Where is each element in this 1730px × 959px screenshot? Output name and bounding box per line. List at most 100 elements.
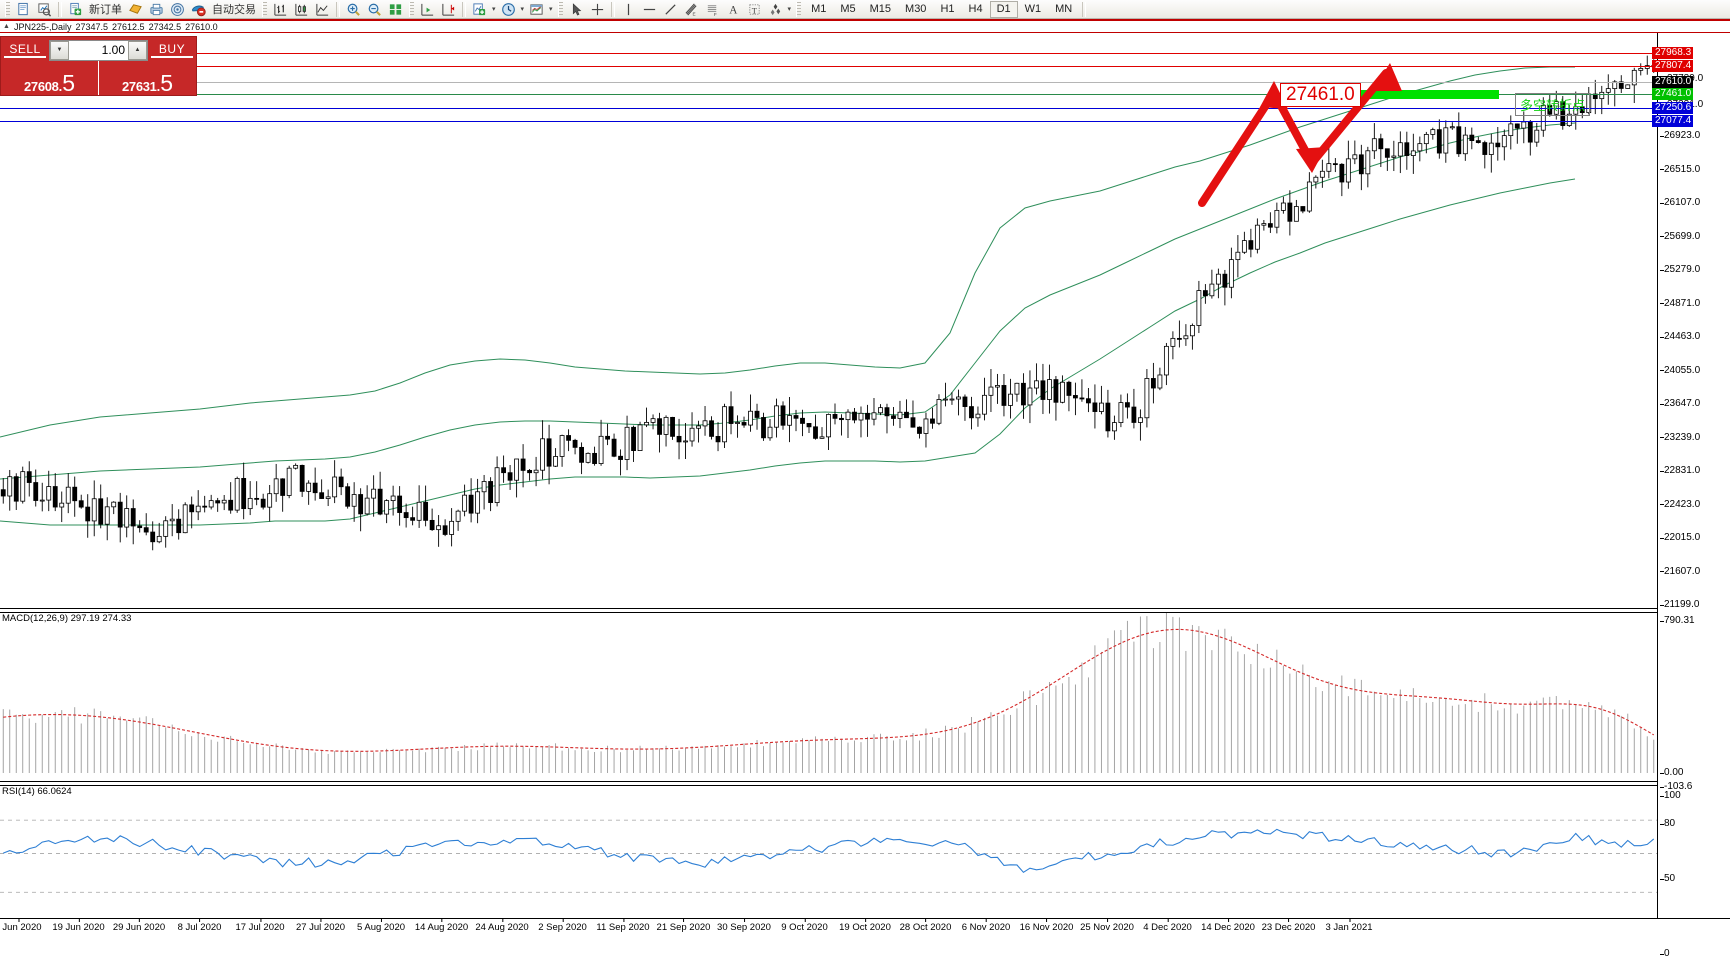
toolbar-grip-3[interactable] xyxy=(409,1,414,17)
trend-arrow-annotation[interactable] xyxy=(1190,51,1550,231)
shapes-tool-icon[interactable] xyxy=(765,1,786,18)
timeframe-m30[interactable]: M30 xyxy=(905,2,927,15)
signals-icon[interactable] xyxy=(167,1,188,18)
candle-body xyxy=(715,435,721,443)
price-scale[interactable]: 26923.0 26515.0 26107.0 25699.0 25279.0 24871… xyxy=(1652,33,1730,959)
buy-button-label[interactable]: BUY xyxy=(151,42,193,58)
market-watch-icon[interactable] xyxy=(34,1,55,18)
candle-body xyxy=(559,435,565,457)
price-tag-27807-4[interactable]: 27807.4 xyxy=(1652,60,1694,72)
timeframe-h4[interactable]: H4 xyxy=(968,2,983,15)
new-order-icon[interactable] xyxy=(65,1,86,18)
candle-body xyxy=(1079,397,1085,400)
price-tick: 22831.0 xyxy=(1659,465,1701,476)
rsi-pane[interactable] xyxy=(0,786,1657,919)
text-tool-icon[interactable]: A xyxy=(723,1,744,18)
price-tag-27077-4[interactable]: 27077.4 xyxy=(1652,115,1694,127)
candlestick-chart-icon[interactable] xyxy=(291,1,312,18)
equidistant-channel-tool-icon[interactable]: E xyxy=(681,1,702,18)
fibonacci-tool-icon[interactable]: F xyxy=(702,1,723,18)
candlestick-series[interactable] xyxy=(0,33,1657,608)
new-chart-icon[interactable] xyxy=(13,1,34,18)
chart-minimize-icon[interactable]: ▲ xyxy=(3,23,10,30)
pane-separator-rsi[interactable] xyxy=(0,781,1657,786)
price-callout-label[interactable]: 27461.0 xyxy=(1280,83,1361,107)
buy-price-button[interactable]: 27631 . 5 xyxy=(99,61,196,95)
tile-windows-icon[interactable] xyxy=(385,1,406,18)
templates-icon[interactable] xyxy=(526,1,547,18)
candle-body xyxy=(260,498,266,508)
chart-canvas[interactable]: 27461.0 多空转折点 MACD(12,26,9) 297.19 274.3… xyxy=(0,33,1730,959)
text-label-tool-icon[interactable]: T xyxy=(744,1,765,18)
auto-scroll-icon[interactable] xyxy=(438,1,459,18)
strategy-tester-icon[interactable] xyxy=(146,1,167,18)
candle-body xyxy=(124,508,130,528)
volume-value[interactable]: 1.00 xyxy=(101,43,125,57)
price-tag-27610-0[interactable]: 27610.0 xyxy=(1652,76,1694,88)
macd-pane[interactable] xyxy=(0,613,1657,781)
candle-body xyxy=(1560,101,1566,126)
timeframe-m15[interactable]: M15 xyxy=(869,2,892,15)
indicators-icon[interactable] xyxy=(469,1,490,18)
bar-chart-icon[interactable] xyxy=(270,1,291,18)
indicators-dropdown-arrow[interactable]: ▾ xyxy=(492,6,496,13)
chinese-annotation-note[interactable]: 多空转折点 xyxy=(1515,93,1591,116)
horizontal-line-tool-icon[interactable] xyxy=(639,1,660,18)
candle-body xyxy=(605,435,610,440)
toolbar-grip-2[interactable] xyxy=(262,1,267,17)
candle-body xyxy=(1631,69,1637,86)
macd-indicator-label[interactable]: MACD(12,26,9) 297.19 274.33 xyxy=(2,613,132,624)
volume-increment-button[interactable]: ▲ xyxy=(128,40,147,60)
cursor-tool-icon[interactable] xyxy=(566,1,587,18)
pane-separator-macd[interactable] xyxy=(0,608,1657,613)
volume-decrement-button[interactable]: ▼ xyxy=(50,40,69,60)
candle-body xyxy=(33,482,39,501)
macd-tick: 790.31 xyxy=(1660,615,1695,626)
candle-body xyxy=(1625,84,1631,89)
templates-dropdown-arrow[interactable]: ▾ xyxy=(549,6,553,13)
sell-price-button[interactable]: 27608 . 5 xyxy=(1,61,98,95)
price-pane[interactable] xyxy=(0,33,1657,608)
candle-body xyxy=(1060,381,1065,403)
volume-stepper[interactable]: ▼ 1.00 ▲ xyxy=(49,39,148,61)
price-tag-27968-3[interactable]: 27968.3 xyxy=(1652,47,1694,59)
price-tag-27461-0[interactable]: 27461.0 xyxy=(1652,88,1694,100)
autotrading-button-label[interactable]: 自动交易 xyxy=(212,4,256,16)
toolbar-grip[interactable] xyxy=(5,1,10,17)
candle-body xyxy=(1124,402,1130,408)
candle-body xyxy=(1196,290,1202,326)
new-order-button-label[interactable]: 新订单 xyxy=(89,4,122,16)
candle-body xyxy=(1099,402,1104,412)
vertical-line-tool-icon[interactable] xyxy=(618,1,639,18)
shapes-dropdown-arrow[interactable]: ▾ xyxy=(787,6,792,13)
date-tick: 29 Jun 2020 xyxy=(112,918,166,933)
timeframe-mn[interactable]: MN xyxy=(1055,2,1073,15)
sell-button-label[interactable]: SELL xyxy=(4,42,46,58)
rsi-indicator-label[interactable]: RSI(14) 66.0624 xyxy=(2,786,72,797)
periodicity-icon[interactable] xyxy=(498,1,519,18)
line-chart-icon[interactable] xyxy=(312,1,333,18)
candle-body xyxy=(1027,387,1033,406)
candle-body xyxy=(1488,142,1494,155)
timeframe-w1[interactable]: W1 xyxy=(1024,2,1042,15)
time-scale[interactable]: 9 Jun 2020 19 Jun 2020 29 Jun 2020 8 Jul 20… xyxy=(0,918,1730,939)
expert-advisors-icon[interactable] xyxy=(125,1,146,18)
toolbar-grip-4[interactable] xyxy=(557,1,563,17)
timeframe-m1[interactable]: M1 xyxy=(811,2,827,15)
price-tag-27250-6[interactable]: 27250.6 xyxy=(1652,102,1694,114)
timeframe-h1[interactable]: H1 xyxy=(940,2,955,15)
zoom-out-icon[interactable] xyxy=(364,1,385,18)
autotrading-icon[interactable] xyxy=(188,1,209,18)
timeframe-m5[interactable]: M5 xyxy=(840,2,856,15)
zoom-in-icon[interactable] xyxy=(343,1,364,18)
toolbar-grip-5[interactable] xyxy=(796,1,802,17)
candle-body xyxy=(52,486,58,508)
crosshair-tool-icon[interactable] xyxy=(587,1,608,18)
timeframe-d1[interactable]: D1 xyxy=(989,0,1018,18)
one-click-trading-panel[interactable]: SELL ▼ 1.00 ▲ BUY 27608 . 5 27631 . 5 xyxy=(0,36,197,96)
periodicity-dropdown-arrow[interactable]: ▾ xyxy=(520,6,525,13)
trendline-tool-icon[interactable] xyxy=(660,1,681,18)
main-toolbar: 新订单 自动交易 ▾ ▾ ▾ xyxy=(0,0,1730,19)
candle-body xyxy=(377,488,383,515)
chart-shift-icon[interactable] xyxy=(417,1,438,18)
